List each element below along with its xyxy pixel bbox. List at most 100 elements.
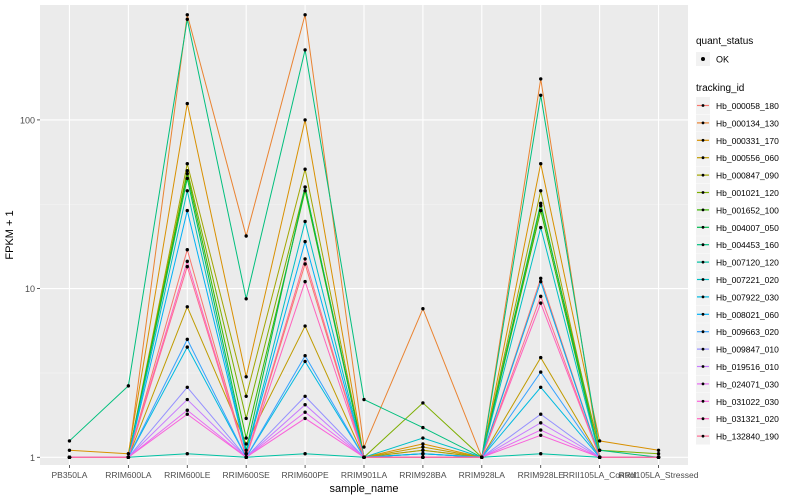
data-point <box>185 305 189 309</box>
data-point <box>539 201 543 206</box>
data-point <box>303 359 307 364</box>
legend-label: Hb_000847_090 <box>716 171 779 181</box>
legend-label: Hb_004007_050 <box>716 223 779 233</box>
data-point <box>539 428 543 432</box>
legend-point-swatch <box>701 243 705 247</box>
data-point <box>244 436 248 440</box>
data-point <box>303 13 307 17</box>
legend-label: OK <box>716 55 729 65</box>
legend-point-swatch <box>701 312 705 316</box>
data-point <box>244 394 248 398</box>
data-point <box>362 445 366 449</box>
data-point <box>303 324 307 328</box>
legend-label: Hb_019516_010 <box>716 362 779 372</box>
data-point <box>303 239 307 244</box>
data-point <box>421 425 425 430</box>
legend-label: Hb_007120_120 <box>716 258 779 268</box>
data-point <box>421 436 425 440</box>
data-point <box>185 168 189 173</box>
legend-point-swatch <box>701 57 705 61</box>
data-point <box>185 248 189 252</box>
y-tick-label: 100 <box>20 115 35 125</box>
data-point <box>539 452 543 456</box>
legend-point-swatch <box>701 347 705 351</box>
data-point <box>539 385 543 389</box>
data-point <box>303 48 307 52</box>
grid-lines <box>40 5 688 465</box>
data-point <box>421 452 425 456</box>
legend-point-swatch <box>701 138 705 142</box>
x-tick-label: RRIM928LE <box>518 470 565 480</box>
data-point <box>185 385 189 389</box>
data-point <box>185 13 189 17</box>
legend-label: Hb_001652_100 <box>716 205 779 215</box>
x-axis: PB350LA RRIM600LA RRIM600LE RRIM600SE RRIM60… <box>51 465 699 480</box>
data-point <box>303 354 307 358</box>
data-point <box>539 204 543 208</box>
data-point <box>244 442 248 446</box>
data-point <box>362 455 366 459</box>
data-point <box>539 208 543 213</box>
data-point <box>244 452 248 456</box>
legend-title-tracking-id: tracking_id <box>696 83 744 94</box>
data-point <box>185 101 189 106</box>
legend-point-swatch <box>701 295 705 299</box>
data-point <box>126 384 131 388</box>
data-point <box>539 370 543 374</box>
data-point <box>656 448 661 452</box>
data-point <box>185 171 189 176</box>
data-point <box>126 455 131 459</box>
data-point <box>656 455 661 459</box>
legend-point-swatch <box>701 278 705 281</box>
data-point <box>539 93 543 97</box>
legend-point-swatch <box>701 173 705 177</box>
data-point <box>244 375 248 379</box>
data-point <box>362 397 366 402</box>
data-point <box>539 77 543 81</box>
data-point <box>185 162 189 166</box>
data-point <box>185 176 189 181</box>
x-axis-title: sample_name <box>329 483 398 495</box>
data-point <box>539 433 543 437</box>
data-point <box>480 455 484 459</box>
legend-point-swatch <box>701 365 705 368</box>
legend-label: Hb_000331_170 <box>716 136 779 146</box>
data-point <box>185 259 189 264</box>
legend-label: Hb_001021_120 <box>716 188 779 198</box>
x-tick-label: RRIM600PE <box>281 470 329 480</box>
data-point <box>539 189 543 193</box>
legend-label: Hb_007221_020 <box>716 275 779 285</box>
legend-title-quant-status: quant_status <box>696 36 753 47</box>
data-point <box>656 452 661 456</box>
x-tick-label: RRIM928BA <box>399 470 447 480</box>
data-point <box>185 208 189 213</box>
legend-label: Hb_009847_010 <box>716 345 779 355</box>
legend-label: Hb_009663_020 <box>716 327 779 337</box>
y-axis-title: FPKM + 1 <box>4 210 16 259</box>
legend: quant_status OK tracking_id Hb_000058_180 Hb… <box>696 36 779 445</box>
data-point <box>539 301 543 305</box>
y-axis: 1 10 100 <box>20 115 40 463</box>
data-point <box>185 264 189 269</box>
data-point <box>303 394 307 398</box>
legend-point-swatch <box>701 330 705 334</box>
legend-label: Hb_132840_190 <box>716 432 779 442</box>
data-point <box>303 219 307 224</box>
legend-point-swatch <box>701 399 705 403</box>
data-point <box>244 297 248 301</box>
x-tick-label: RRII105LA_Stressed <box>619 470 699 480</box>
data-point <box>597 455 602 459</box>
legend-point-swatch <box>701 225 705 229</box>
y-tick-label: 10 <box>25 284 35 294</box>
data-point <box>303 185 307 189</box>
data-points <box>67 13 661 459</box>
legend-point-swatch <box>701 208 705 212</box>
data-point <box>539 355 543 360</box>
data-point <box>421 401 425 405</box>
data-point <box>185 397 189 402</box>
legend-point-swatch <box>701 260 705 264</box>
data-point <box>303 279 307 284</box>
x-tick-label: RRIM600LE <box>164 470 211 480</box>
data-point <box>244 234 248 238</box>
legend-label: Hb_000134_130 <box>716 118 779 128</box>
